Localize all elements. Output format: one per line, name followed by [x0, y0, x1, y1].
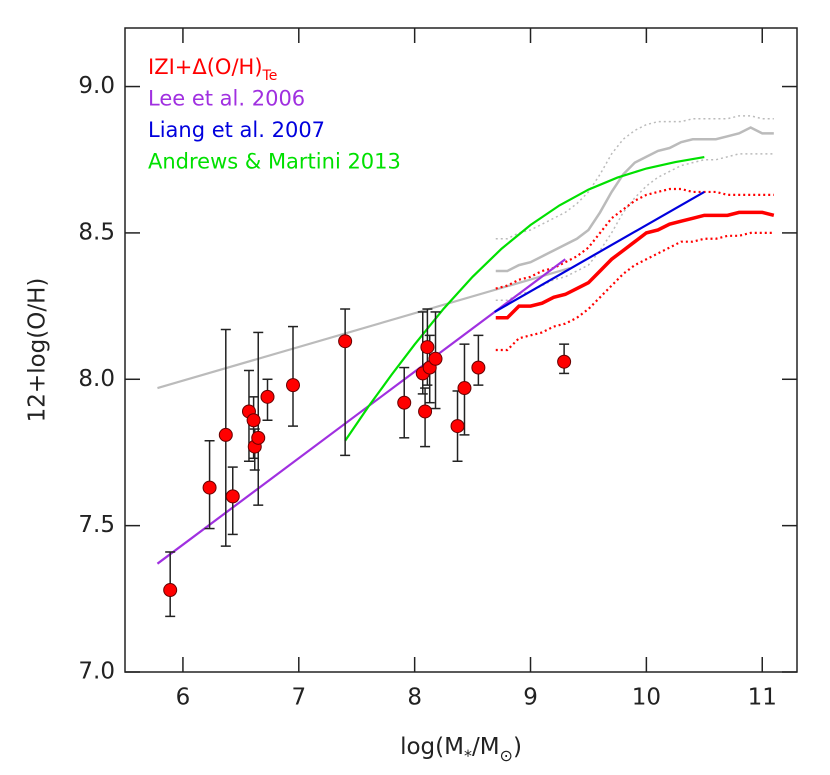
series-line [495, 126, 774, 273]
data-point [397, 395, 412, 410]
data-point [218, 427, 233, 442]
data-point [251, 430, 266, 445]
x-tick-label: 9 [523, 685, 538, 711]
data-point [338, 334, 353, 349]
x-tick-label: 8 [407, 685, 422, 711]
legend-entry: IZI+Δ(O/H)Te [148, 55, 277, 84]
series-line [495, 210, 775, 320]
data-point [557, 354, 572, 369]
y-tick-label: 8.0 [78, 366, 115, 392]
x-tick-label: 6 [176, 685, 191, 711]
data-point [457, 381, 472, 396]
series-line [495, 231, 774, 352]
x-label-part: /M [472, 734, 500, 760]
y-tick-label: 8.5 [78, 219, 115, 245]
x-label-part: ) [513, 734, 522, 760]
x-label-part: * [464, 746, 472, 765]
legend-name: Liang et al. 2007 [148, 118, 325, 142]
series-line [495, 187, 774, 290]
data-point [471, 360, 486, 375]
series-line [156, 258, 566, 565]
x-label-part: log(M [400, 734, 464, 760]
data-point [202, 480, 217, 495]
legend-name: Andrews & Martini 2013 [148, 150, 401, 174]
series-line [157, 266, 571, 390]
legend-subscript: Te [262, 68, 278, 84]
y-tick-label: 7.5 [78, 512, 115, 538]
legend-entry: Liang et al. 2007 [148, 118, 325, 142]
data-point [418, 404, 433, 419]
x-tick-label: 7 [291, 685, 306, 711]
x-axis-label: log(M*/M⊙) [400, 734, 522, 766]
series-line [495, 153, 774, 301]
data-point [428, 351, 443, 366]
data-point [163, 583, 178, 598]
data-point [450, 419, 465, 434]
legend-name: Lee et al. 2006 [148, 87, 305, 111]
x-tick-label: 10 [632, 685, 661, 711]
y-axis-label: 12+log(O/H) [25, 278, 51, 423]
series-line [494, 190, 705, 313]
legend-name: IZI+Δ(O/H) [148, 55, 263, 79]
x-tick-label: 11 [748, 685, 777, 711]
series-line [344, 156, 705, 442]
data-point [246, 413, 261, 428]
data-point [260, 389, 275, 404]
plot-frame [124, 27, 798, 673]
data-point [420, 340, 435, 355]
y-tick-label: 7.0 [78, 659, 115, 685]
x-label-part: ⊙ [500, 746, 513, 765]
data-point [225, 489, 240, 504]
legend-entry: Lee et al. 2006 [148, 87, 305, 111]
y-tick-label: 9.0 [78, 73, 115, 99]
legend-entry: Andrews & Martini 2013 [148, 150, 401, 174]
data-point [286, 378, 300, 393]
